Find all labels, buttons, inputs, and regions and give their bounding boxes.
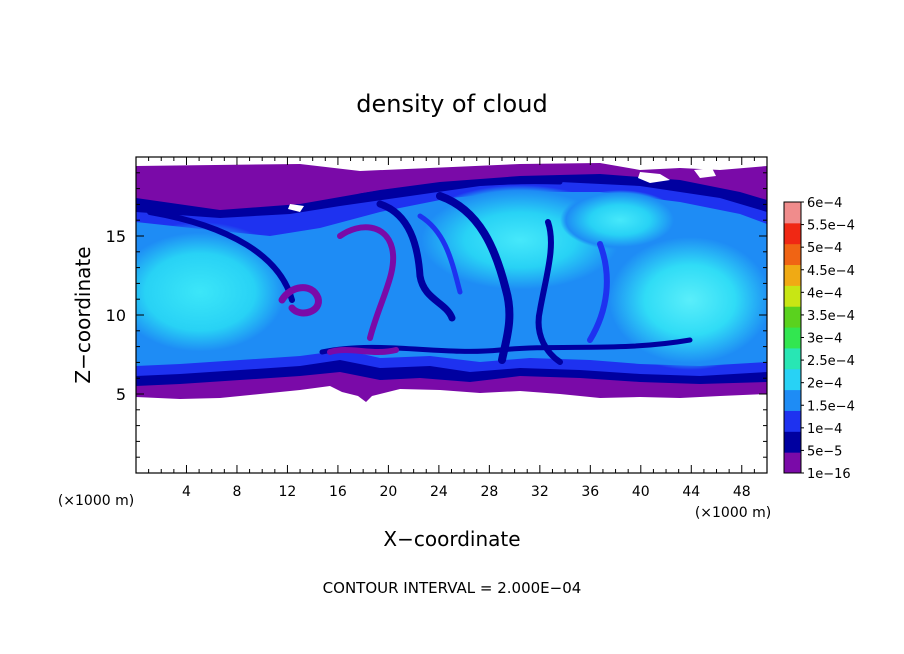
y-axis-label: Z−coordinate [71, 246, 95, 383]
cloud-density-field [136, 163, 767, 402]
colorbar-label: 4.5e−4 [807, 264, 855, 279]
colorbar-label: 5.5e−4 [807, 219, 855, 234]
colorbar-swatch [784, 347, 801, 370]
x-tick-label: 32 [531, 484, 549, 500]
colorbar-swatch [784, 285, 801, 307]
x-tick-label: 28 [480, 484, 498, 500]
filament-purple-lower [327, 347, 399, 355]
filament-left-hook [278, 284, 322, 317]
clear-air-top-left [288, 204, 304, 212]
clear-air-top-right [638, 172, 670, 183]
colorbar-swatch [784, 306, 801, 328]
colorbar-label: 4e−4 [807, 286, 842, 301]
colorbar-swatch [784, 452, 801, 474]
filament-mid-1 [436, 192, 514, 364]
colorbar-swatch [784, 389, 801, 411]
x-tick-label: 4 [182, 484, 191, 500]
x-axis-label: X−coordinate [383, 527, 520, 551]
x-tick-label: 48 [733, 484, 751, 500]
filament-mid-2 [535, 219, 563, 365]
eddy-right-inner [560, 190, 680, 250]
colorbar-swatch [784, 327, 801, 349]
filament-center-3 [417, 213, 463, 295]
contour-interval-note: CONTOUR INTERVAL = 2.000E−04 [323, 579, 582, 597]
x-tick-label: 44 [682, 484, 700, 500]
colorbar-swatch [784, 222, 801, 245]
colorbar-label: 5e−4 [807, 241, 842, 256]
filament-center-1 [337, 224, 397, 341]
y-tick-label: 5 [116, 385, 126, 404]
x-tick-label: 24 [430, 484, 448, 500]
colorbar-swatch [784, 243, 801, 266]
x-axis-unit: (×1000 m) [695, 505, 771, 521]
filament-center-2 [376, 200, 456, 322]
colorbar-label: 2.5e−4 [807, 354, 855, 369]
colorbar-label: 6e−4 [807, 196, 842, 211]
eddy-right [600, 230, 767, 370]
colorbar-label: 5e−5 [807, 444, 842, 459]
y-tick-label: 15 [106, 227, 126, 246]
x-tick-label: 12 [279, 484, 297, 500]
x-tick-label: 40 [632, 484, 650, 500]
eddy-left [136, 222, 300, 362]
colorbar: 1e−16 5e−5 1e−4 1.5e−4 2e−4 2.5e−4 3e−4 3.5e−4 4… [783, 196, 855, 482]
y-axis-unit: (×1000 m) [58, 493, 134, 509]
colorbar-label: 3e−4 [807, 332, 842, 347]
colorbar-swatch [784, 202, 801, 224]
filament-left-arc [147, 209, 295, 303]
y-tick-label: 10 [106, 306, 126, 325]
colorbar-label: 2e−4 [807, 377, 842, 392]
x-tick-label: 8 [232, 484, 241, 500]
colorbar-swatch [784, 410, 801, 432]
clear-air-top-far-right [694, 168, 716, 178]
colorbar-swatch [784, 431, 801, 453]
colorbar-swatch [784, 264, 801, 286]
colorbar-label: 1e−16 [807, 467, 851, 482]
colorbar-label: 1.5e−4 [807, 399, 855, 414]
x-tick-label: 36 [581, 484, 599, 500]
filament-mid-3 [587, 241, 610, 343]
colorbar-label: 3.5e−4 [807, 309, 855, 324]
colorbar-swatch [784, 368, 801, 391]
x-tick-label: 20 [379, 484, 397, 500]
filament-top [357, 179, 563, 199]
x-tick-label: 16 [329, 484, 347, 500]
filament-bottom [319, 337, 693, 355]
chart-title: density of cloud [356, 90, 547, 118]
colorbar-label: 1e−4 [807, 422, 842, 437]
